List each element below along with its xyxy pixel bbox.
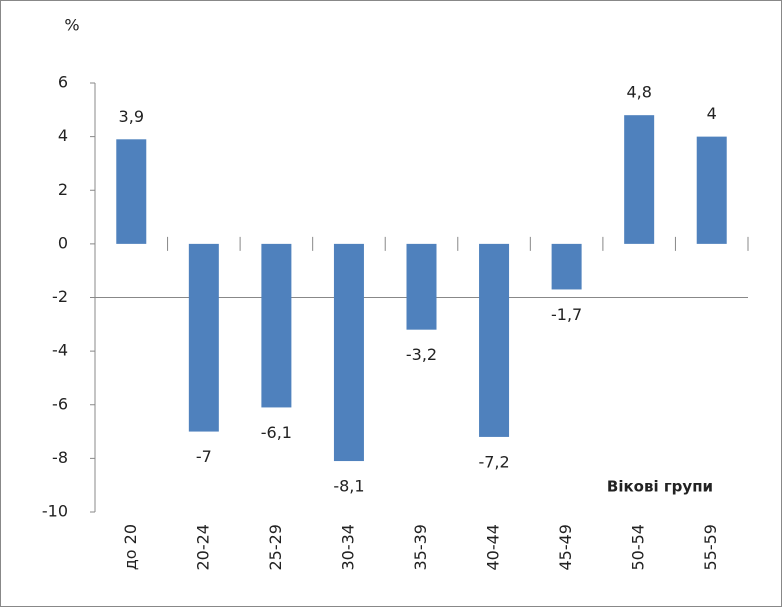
x-tick-label: 35-39 [411, 524, 430, 571]
x-tick-label: до 20 [121, 524, 140, 570]
bar [624, 115, 655, 244]
x-tick-label: 55-59 [701, 524, 720, 571]
bar [406, 243, 437, 330]
y-tick-label: -4 [52, 341, 68, 360]
x-axis-title: Вікові групи [607, 478, 713, 496]
bar [116, 139, 147, 244]
value-label: -1,7 [551, 305, 582, 324]
y-tick-label: 0 [58, 233, 68, 252]
value-label: 4,8 [626, 83, 651, 102]
value-label: -3,2 [406, 345, 437, 364]
y-tick-label: -8 [52, 448, 68, 467]
value-label: -7 [196, 447, 212, 466]
bar [188, 243, 219, 432]
y-tick-label: -2 [52, 287, 68, 306]
y-tick-label: -6 [52, 394, 68, 413]
x-tick-label: 45-49 [556, 524, 575, 571]
bar [333, 243, 364, 462]
bar [261, 243, 292, 408]
y-tick-label: -10 [42, 502, 68, 521]
y-tick-label: 4 [58, 126, 68, 145]
x-tick-label: 30-34 [338, 524, 357, 571]
bar [551, 243, 582, 290]
value-label: -8,1 [333, 477, 364, 496]
x-tick-label: 50-54 [629, 524, 648, 571]
x-tick-label: 40-44 [484, 524, 503, 571]
value-label: -6,1 [261, 423, 292, 442]
value-label: -7,2 [478, 452, 509, 471]
x-tick-label: 25-29 [266, 524, 285, 571]
y-unit-label: % [64, 16, 79, 35]
value-label: 4 [707, 104, 717, 123]
y-tick-label: 2 [58, 180, 68, 199]
y-tick-label: 6 [58, 73, 68, 92]
value-label: 3,9 [119, 107, 144, 126]
bar [696, 136, 727, 244]
x-tick-label: 20-24 [193, 524, 212, 571]
bar [479, 243, 510, 437]
